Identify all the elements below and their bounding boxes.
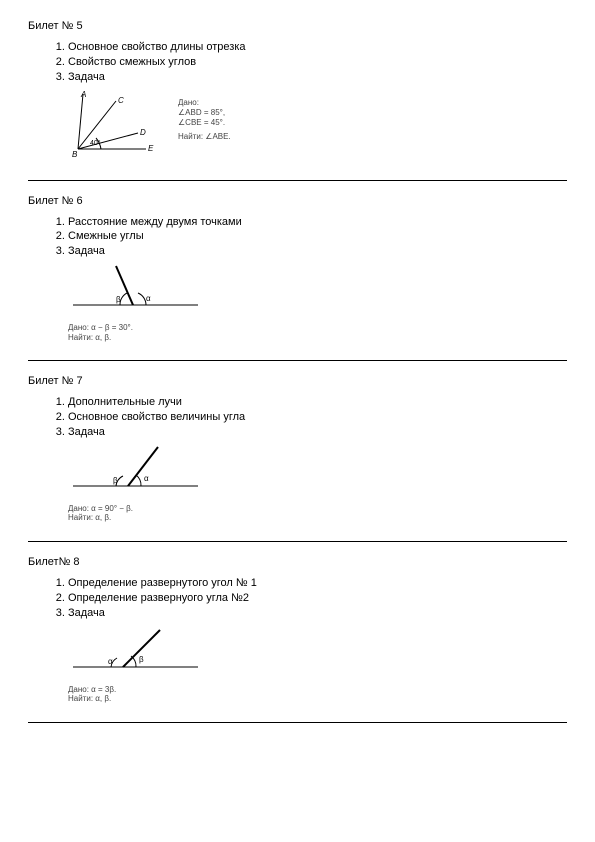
alpha-label: α <box>146 294 151 303</box>
list-item: Определение развернутого угол № 1 <box>68 576 567 591</box>
angle-diagram: β α <box>68 444 208 499</box>
ticket-items: Дополнительные лучи Основное свойство ве… <box>68 395 567 440</box>
find-text: Найти: α, β. <box>68 694 567 704</box>
ticket-title: Билет№ 8 <box>28 556 567 568</box>
list-item: Свойство смежных углов <box>68 55 567 70</box>
ticket-title: Билет № 5 <box>28 20 567 32</box>
given-line2: ∠CBE = 45°. <box>178 118 225 127</box>
diagram-5: A C D E B 40° Дано: ∠ABD = 85°, ∠CBE = 4… <box>68 89 567 162</box>
separator <box>28 541 567 542</box>
beta-label: β <box>116 295 121 304</box>
beta-label: β <box>113 476 118 485</box>
ray-fan-diagram: A C D E B 40° Дано: ∠ABD = 85°, ∠CBE = 4… <box>68 89 268 159</box>
label-b: B <box>72 150 78 159</box>
alpha-label: α <box>144 474 149 483</box>
ticket-6: Билет № 6 Расстояние между двумя точками… <box>28 195 567 343</box>
ticket-items: Определение развернутого угол № 1 Опреде… <box>68 576 567 621</box>
find-text: Найти: α, β. <box>68 333 567 343</box>
label-d: D <box>140 128 146 137</box>
label-c: C <box>118 96 124 105</box>
ticket-title: Билет № 6 <box>28 195 567 207</box>
beta-label: β <box>139 655 144 664</box>
label-e: E <box>148 144 154 153</box>
ticket-items: Основное свойство длины отрезка Свойство… <box>68 40 567 85</box>
ticket-5: Билет № 5 Основное свойство длины отрезк… <box>28 20 567 162</box>
ticket-items: Расстояние между двумя точками Смежные у… <box>68 215 567 260</box>
separator <box>28 722 567 723</box>
list-item: Расстояние между двумя точками <box>68 215 567 230</box>
diagram-caption: Дано: α = 90° − β. Найти: α, β. <box>68 504 567 523</box>
label-a: A <box>80 90 86 99</box>
given-text: Дано: α = 90° − β. <box>68 504 567 514</box>
given-label: Дано: <box>178 98 199 107</box>
diagram-caption: Дано: α − β = 30°. Найти: α, β. <box>68 323 567 342</box>
diagram-caption: Дано: α = 3β. Найти: α, β. <box>68 685 567 704</box>
separator <box>28 180 567 181</box>
given-text: Дано: α − β = 30°. <box>68 323 567 333</box>
angle-label: 40° <box>90 139 101 147</box>
diagram-8: α β Дано: α = 3β. Найти: α, β. <box>68 625 567 704</box>
separator <box>28 360 567 361</box>
list-item: Задача <box>68 244 567 259</box>
find-label: Найти: ∠ABE. <box>178 132 231 141</box>
list-item: Дополнительные лучи <box>68 395 567 410</box>
ticket-8: Билет№ 8 Определение развернутого угол №… <box>28 556 567 704</box>
list-item: Смежные углы <box>68 229 567 244</box>
given-line1: ∠ABD = 85°, <box>178 108 225 117</box>
list-item: Задача <box>68 425 567 440</box>
list-item: Определение развернуого угла №2 <box>68 591 567 606</box>
angle-diagram: β α <box>68 263 208 318</box>
list-item: Задача <box>68 606 567 621</box>
list-item: Задача <box>68 70 567 85</box>
alpha-label: α <box>108 657 113 666</box>
find-text: Найти: α, β. <box>68 513 567 523</box>
given-text: Дано: α = 3β. <box>68 685 567 695</box>
ticket-title: Билет № 7 <box>28 375 567 387</box>
diagram-7: β α Дано: α = 90° − β. Найти: α, β. <box>68 444 567 523</box>
list-item: Основное свойство длины отрезка <box>68 40 567 55</box>
diagram-6: β α Дано: α − β = 30°. Найти: α, β. <box>68 263 567 342</box>
ticket-7: Билет № 7 Дополнительные лучи Основное с… <box>28 375 567 523</box>
angle-diagram: α β <box>68 625 208 680</box>
list-item: Основное свойство величины угла <box>68 410 567 425</box>
